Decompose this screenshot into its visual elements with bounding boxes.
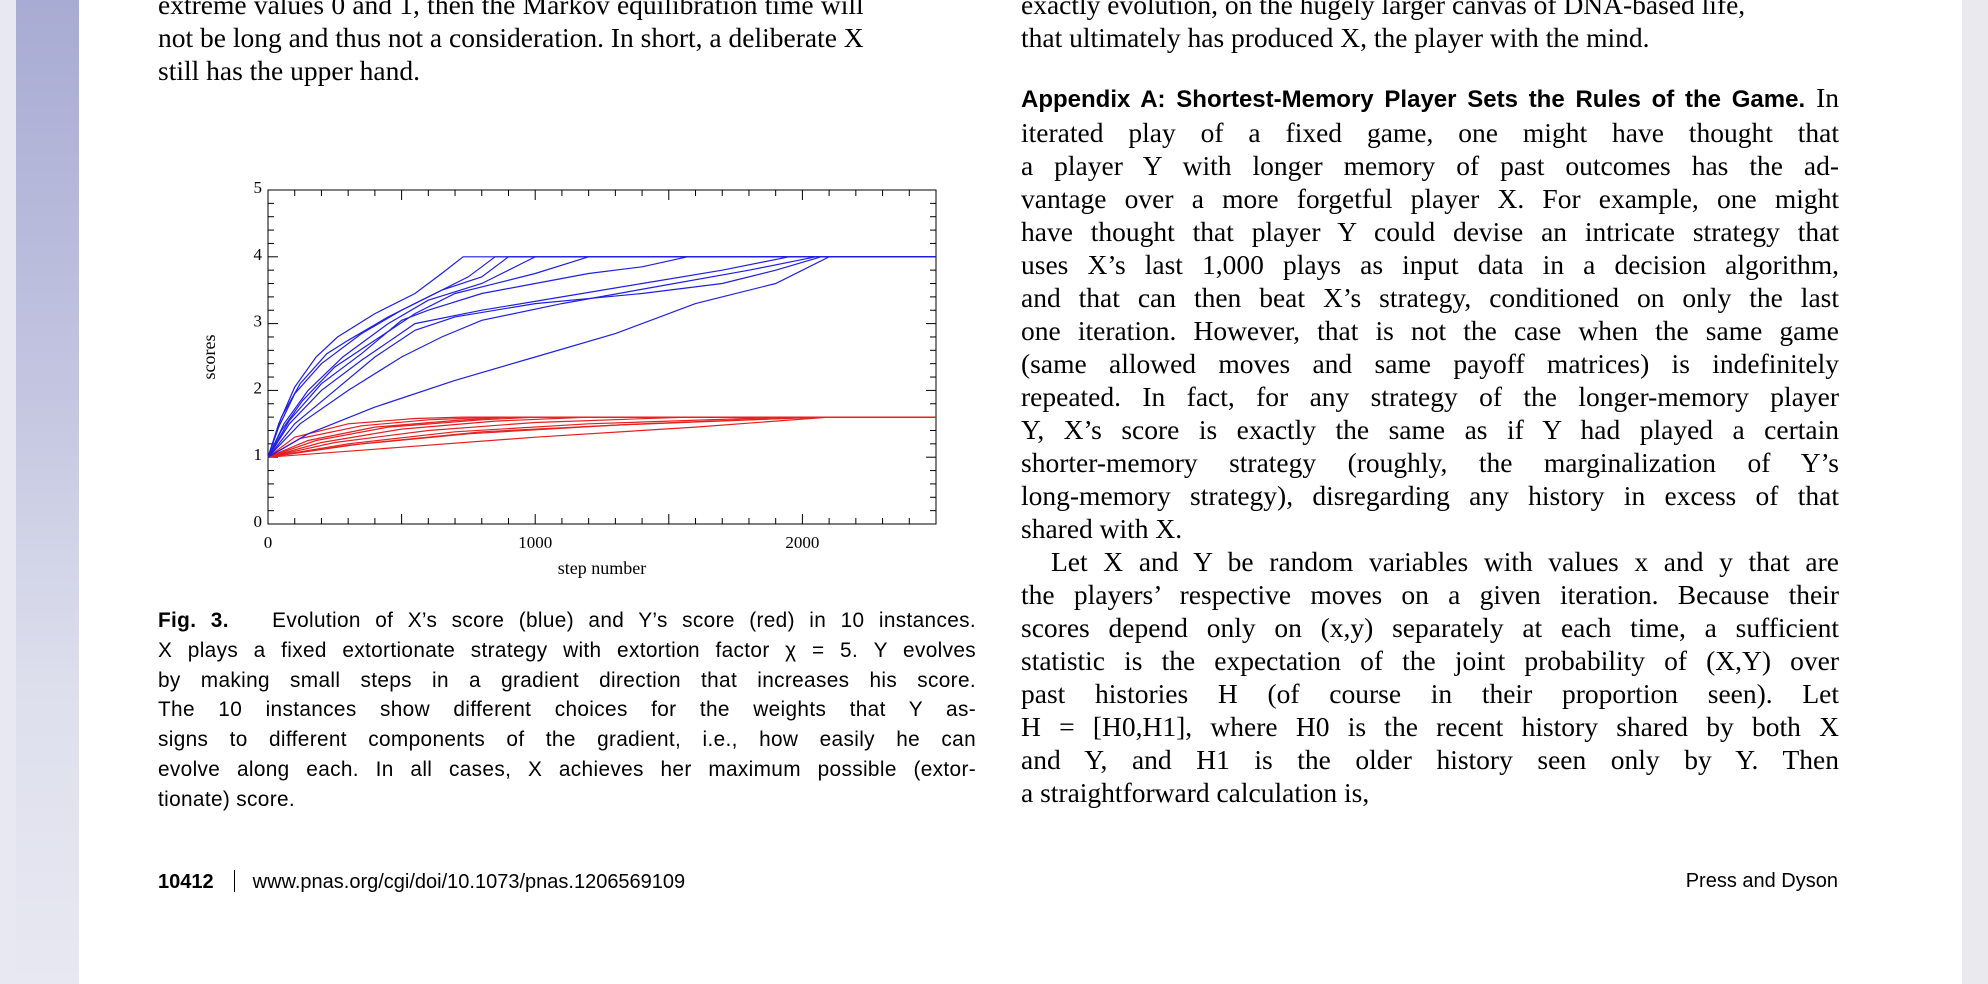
text-line: still has the upper hand. [158, 55, 420, 86]
appendix-heading: Appendix A: Shortest-Memory Player Sets … [1021, 86, 1806, 113]
page-right-margin [1962, 0, 1988, 984]
plot-frame [267, 189, 937, 525]
x-tick-label: 0 [264, 533, 273, 552]
footer-authors: Press and Dyson [1685, 870, 1838, 892]
y-score-line [267, 416, 936, 458]
caption-line: evolve along each. In all cases, X achie… [158, 757, 976, 781]
text-line: long-memory strategy), disregarding any … [1021, 480, 1839, 511]
text-line: the players’ respective moves on a given… [1021, 579, 1839, 610]
caption-line-text: Evolution of X’s score (blue) and Y’s sc… [272, 609, 976, 632]
y-tick-label: 5 [254, 178, 263, 197]
y-tick-label: 1 [254, 445, 263, 464]
text-line: uses X’s last 1,000 plays as input data … [1021, 249, 1839, 280]
text-line: a player Y with longer memory of past ou… [1021, 150, 1839, 181]
x-score-line [267, 256, 936, 458]
caption-line: by making small steps in a gradient dire… [158, 668, 976, 692]
page-footer: 10412 www.pnas.org/cgi/doi/10.1073/pnas.1… [158, 870, 1838, 894]
text-line: shared with X. [1021, 513, 1183, 544]
text-line: Let X and Y be random variables with val… [1051, 546, 1839, 577]
x-score-line [267, 256, 936, 458]
text-line: shorter-memory strategy (roughly, the ma… [1021, 447, 1839, 478]
doi-link[interactable]: www.pnas.org/cgi/doi/10.1073/pnas.120656… [252, 871, 686, 893]
x-score-line [267, 256, 936, 458]
caption-label: Fig. 3. [158, 609, 229, 632]
x-score-line [267, 256, 936, 458]
caption-line: tionate) score. [158, 787, 296, 811]
y-tick-label: 3 [254, 312, 263, 331]
x-tick-label: 1000 [518, 533, 552, 552]
y-axis-label: scores [199, 335, 219, 380]
text-line: (same allowed moves and same payoff matr… [1021, 348, 1839, 379]
appendix-first-line: Appendix A: Shortest-Memory Player Sets … [1021, 81, 1839, 116]
y-score-line [267, 416, 936, 458]
right-top-text: exactly evolution, on the hugely larger … [1021, 0, 1745, 54]
text-line: exactly evolution, on the hugely larger … [1021, 0, 1746, 20]
left-body-text: extreme values 0 and 1, then the Markov … [158, 0, 864, 87]
x-score-line [267, 256, 936, 458]
text-line: vantage over a more forgetful player X. … [1021, 183, 1839, 214]
y-tick-label: 4 [254, 245, 263, 264]
x-axis-label: step number [558, 558, 646, 578]
x-score-line [267, 256, 936, 458]
y-score-line [267, 416, 936, 458]
text-line: repeated. In fact, for any strategy of t… [1021, 381, 1839, 412]
score-chart: 0 1000 2000 0 1 2 3 4 5 step number scores [199, 178, 937, 578]
x-score-line [267, 256, 936, 458]
y-score-line [267, 416, 936, 458]
text-line: and Y, and H1 is the older history seen … [1021, 744, 1839, 775]
x-score-line [267, 256, 936, 458]
text-line: past histories H (of course in their pro… [1021, 678, 1839, 709]
caption-line: The 10 instances show different choices … [158, 698, 976, 722]
caption-line: Fig. 3. Evolution of X’s score (blue) an… [158, 606, 976, 636]
y-tick-label: 2 [254, 378, 263, 397]
text-line: one iteration. However, that is not the … [1021, 315, 1839, 346]
x-tick-label: 2000 [785, 533, 819, 552]
figure-caption: Fig. 3. Evolution of X’s score (blue) an… [158, 606, 976, 815]
text-line: extreme values 0 and 1, then the Markov … [158, 0, 864, 20]
x-score-line [267, 256, 936, 458]
text-line: iterated play of a fixed game, one might… [1021, 117, 1839, 148]
text-line: In [1816, 82, 1840, 113]
text-line: statistic is the expectation of the join… [1021, 645, 1839, 676]
text-line: Y, X’s score is exactly the same as if Y… [1021, 414, 1839, 445]
page-left-shading [16, 0, 79, 984]
text-line: H = [H0,H1], where H0 is the recent hist… [1021, 711, 1839, 742]
text-line: not be long and thus not a consideration… [158, 22, 864, 53]
text-line: scores depend only on (x,y) separately a… [1021, 612, 1839, 643]
text-line: that ultimately has produced X, the play… [1021, 22, 1650, 53]
x-score-line [267, 256, 936, 458]
text-line: have thought that player Y could devise … [1021, 216, 1839, 247]
y-tick-label: 0 [254, 512, 263, 531]
figure-3: 0 1000 2000 0 1 2 3 4 5 step number scores [180, 170, 960, 590]
caption-line: signs to different components of the gra… [158, 728, 976, 752]
appendix-a: Appendix A: Shortest-Memory Player Sets … [1021, 81, 1839, 809]
caption-line: X plays a fixed extortionate strategy wi… [158, 638, 976, 662]
footer-divider [233, 870, 235, 892]
page-number: 10412 [158, 871, 214, 893]
text-line: and that can then beat X’s strategy, con… [1021, 282, 1839, 313]
text-line: a straightforward calculation is, [1021, 777, 1370, 808]
